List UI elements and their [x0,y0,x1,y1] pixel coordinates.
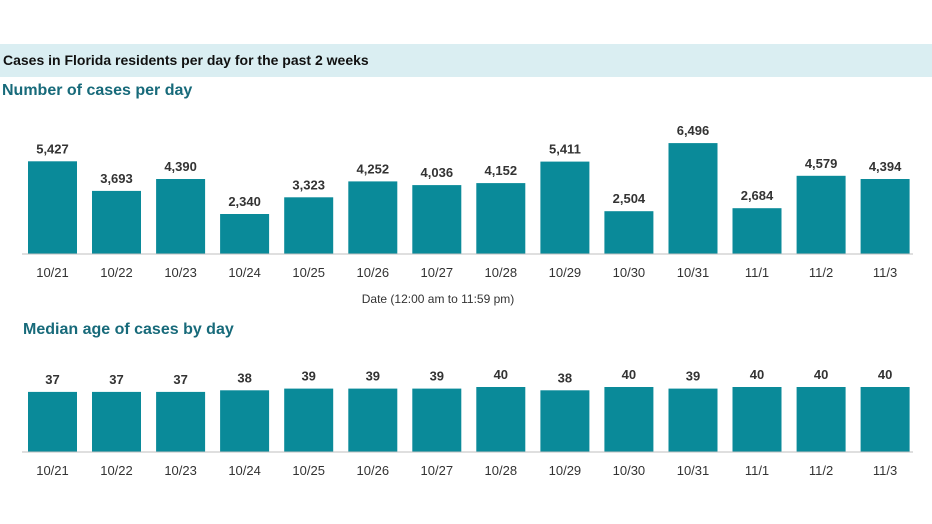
age-bar [540,390,590,453]
age-bar [476,387,526,452]
cases-value-label: 5,411 [549,142,581,157]
cases-tick-label: 10/21 [36,265,69,280]
cases-chart-title: Number of cases per day [2,82,193,99]
cases-bar [28,161,77,254]
cases-value-label: 3,323 [292,177,325,192]
cases-value-label: 2,504 [613,191,646,206]
cases-value-label: 4,252 [357,161,390,176]
age-value-label: 38 [237,370,251,385]
cases-value-label: 4,152 [485,163,518,178]
cases-bar [860,179,910,254]
age-value-label: 37 [45,372,59,387]
age-value-label: 40 [622,367,636,382]
age-tick-label: 10/23 [164,463,197,478]
cases-value-label: 4,579 [805,156,838,171]
age-bar [796,387,846,452]
age-tick-label: 10/26 [357,463,390,478]
age-value-label: 40 [494,367,508,382]
age-tick-label: 10/24 [228,463,261,478]
cases-bar [156,179,206,254]
cases-x-axis-title: Date (12:00 am to 11:59 pm) [362,292,515,306]
cases-value-label: 3,693 [100,171,133,186]
cases-bar [348,181,398,254]
cases-value-label: 4,036 [421,165,454,180]
age-tick-label: 10/27 [421,463,454,478]
cases-bar [604,211,654,254]
cases-bar [220,214,270,254]
cases-tick-label: 10/31 [677,265,710,280]
age-value-label: 39 [366,369,380,384]
age-tick-label: 10/28 [485,463,518,478]
age-tick-label: 11/3 [873,463,897,478]
cases-tick-label: 11/3 [873,265,897,280]
age-value-label: 39 [686,369,700,384]
cases-tick-label: 11/2 [809,265,833,280]
age-bar [284,388,334,452]
age-tick-label: 10/30 [613,463,646,478]
age-bar [412,388,462,452]
cases-bar [540,161,590,254]
cases-tick-label: 10/30 [613,265,646,280]
age-bar [732,387,782,452]
cases-value-label: 6,496 [677,123,710,138]
cases-bar [476,183,526,254]
cases-bar [732,208,782,254]
cases-bar [412,185,462,254]
cases-tick-label: 10/28 [485,265,518,280]
cases-value-label: 2,340 [228,194,261,209]
age-value-label: 39 [301,369,315,384]
age-bar [348,388,398,452]
age-bar [668,388,718,452]
cases-tick-label: 10/26 [357,265,390,280]
age-bar [92,391,141,452]
cases-bar [92,190,141,254]
cases-value-label: 5,427 [36,141,69,156]
age-value-label: 39 [430,369,444,384]
cases-tick-label: 10/29 [549,265,582,280]
age-tick-label: 10/31 [677,463,710,478]
age-bar [604,387,654,452]
age-tick-label: 11/1 [745,463,769,478]
age-tick-label: 10/25 [292,463,325,478]
cases-tick-label: 11/1 [745,265,769,280]
cases-value-label: 4,394 [869,159,902,174]
age-value-label: 38 [558,370,572,385]
age-value-label: 40 [750,367,764,382]
cases-value-label: 4,390 [164,159,197,174]
cases-bar [284,197,334,254]
cases-tick-label: 10/25 [292,265,325,280]
age-tick-label: 10/29 [549,463,582,478]
cases-tick-label: 10/23 [164,265,197,280]
chart-banner: Cases in Florida residents per day for t… [0,44,932,77]
cases-value-label: 2,684 [741,188,774,203]
cases-tick-label: 10/27 [421,265,454,280]
age-bar [156,391,206,452]
age-tick-label: 10/22 [100,463,133,478]
age-bar [220,390,270,453]
age-value-label: 40 [878,367,892,382]
age-chart-title: Median age of cases by day [23,321,234,338]
age-bar [28,391,77,452]
cases-tick-label: 10/22 [100,265,133,280]
cases-tick-label: 10/24 [228,265,261,280]
age-bar [860,387,910,452]
cases-bar [668,143,718,254]
age-tick-label: 11/2 [809,463,833,478]
age-value-label: 37 [173,372,187,387]
cases-bar [796,175,846,254]
age-value-label: 37 [109,372,123,387]
age-value-label: 40 [814,367,828,382]
age-tick-label: 10/21 [36,463,69,478]
